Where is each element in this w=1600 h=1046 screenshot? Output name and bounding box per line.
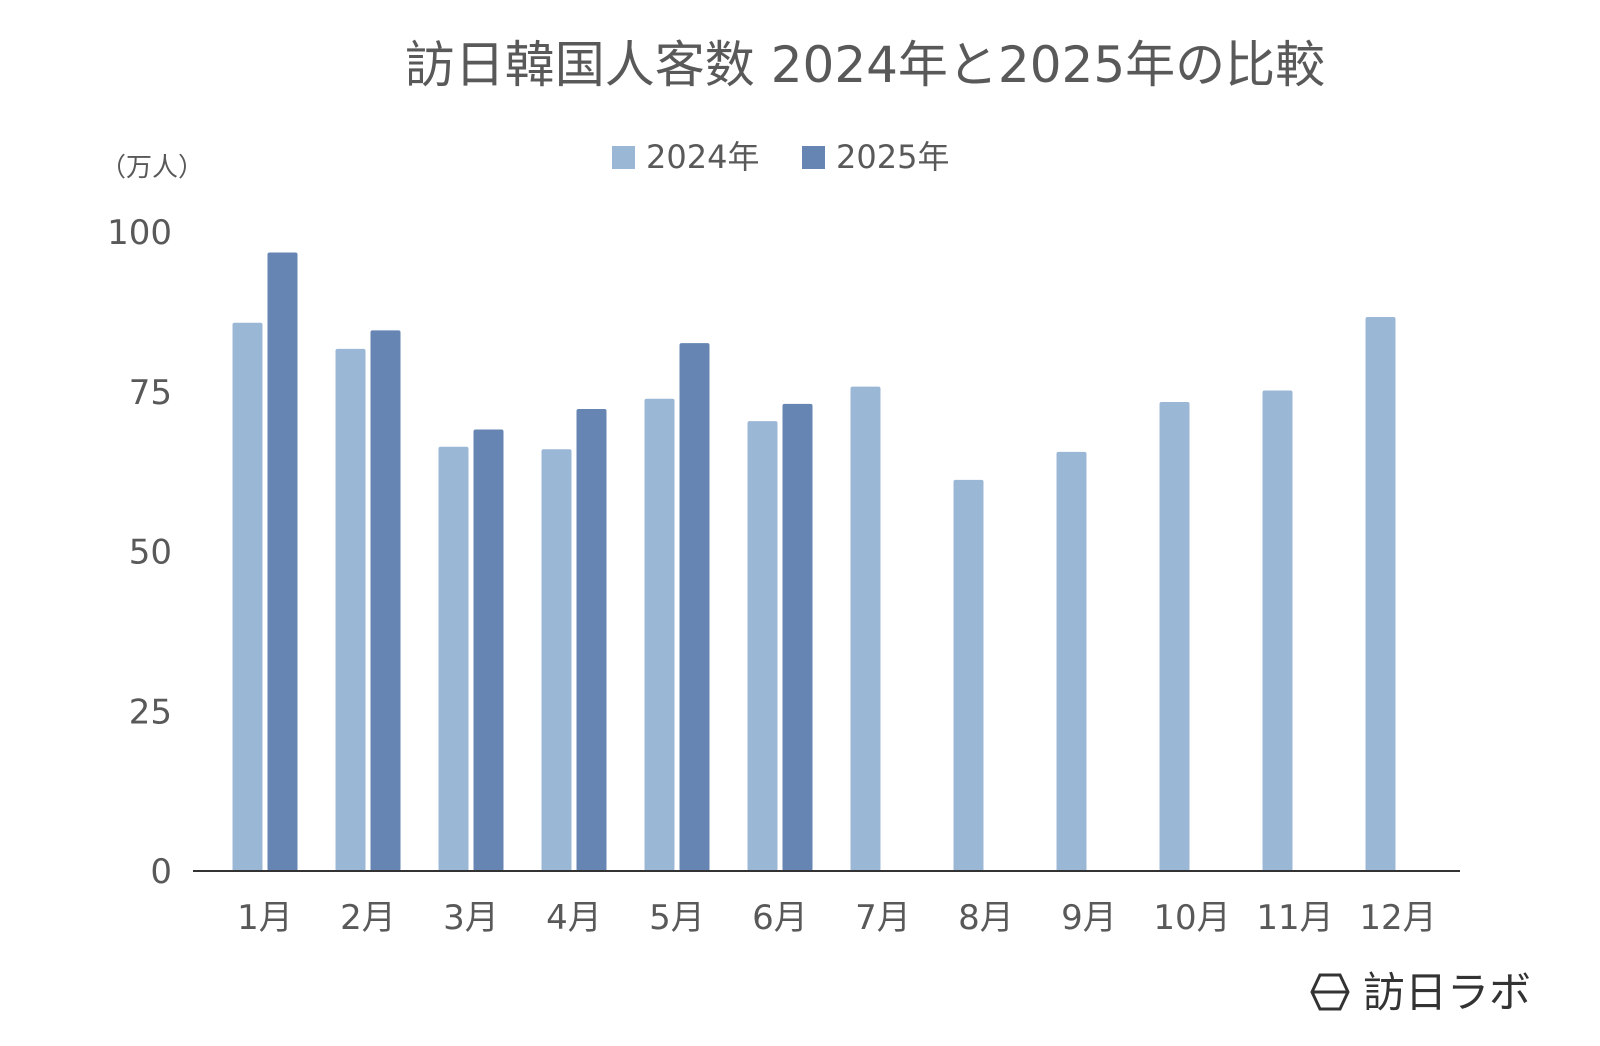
bar-2024年-9月 <box>1056 451 1087 871</box>
bar-2024年-11月 <box>1262 390 1293 871</box>
x-tick-label: 6月 <box>752 898 808 938</box>
x-tick-label: 12月 <box>1359 898 1436 938</box>
x-tick-label: 4月 <box>546 898 602 938</box>
y-axis-ticks: 0 25 50 75 100 <box>107 213 172 892</box>
y-tick-label: 50 <box>129 533 172 573</box>
x-axis-ticks: 1月 2月 3月 4月 5月 6月 7月 8月 9月 10月 11月 12月 <box>237 898 1436 938</box>
bar-2025年-2月 <box>370 330 401 871</box>
legend: 2024年 2025年 <box>612 138 949 176</box>
bar-2025年-5月 <box>679 343 710 871</box>
bar-2024年-4月 <box>541 449 572 871</box>
bar-2024年-3月 <box>438 446 469 871</box>
x-tick-label: 9月 <box>1061 898 1117 938</box>
y-tick-label: 25 <box>129 692 172 732</box>
bar-2024年-6月 <box>747 421 778 871</box>
x-tick-label: 3月 <box>443 898 499 938</box>
x-tick-label: 1月 <box>237 898 293 938</box>
legend-swatch-2025 <box>802 146 825 169</box>
brand-watermark: 訪日ラボ <box>1310 968 1531 1017</box>
x-tick-label: 2月 <box>340 898 396 938</box>
bar-2025年-3月 <box>473 429 504 871</box>
bar-2024年-1月 <box>232 322 263 871</box>
legend-label-2025: 2025年 <box>836 138 949 176</box>
bar-2024年-5月 <box>644 398 675 871</box>
y-tick-label: 75 <box>129 373 172 413</box>
chart-title: 訪日韓国人客数 2024年と2025年の比較 <box>405 36 1325 94</box>
bar-2024年-10月 <box>1159 401 1190 871</box>
hexagon-logo-icon <box>1310 973 1350 1011</box>
y-tick-label: 100 <box>107 213 172 253</box>
legend-swatch-2024 <box>612 146 635 169</box>
x-tick-label: 8月 <box>958 898 1014 938</box>
y-tick-label: 0 <box>150 852 172 892</box>
x-tick-label: 5月 <box>649 898 705 938</box>
bars <box>232 252 1396 871</box>
x-tick-label: 10月 <box>1153 898 1230 938</box>
bar-2024年-12月 <box>1365 316 1396 871</box>
bar-2025年-1月 <box>267 252 298 871</box>
x-tick-label: 11月 <box>1256 898 1333 938</box>
x-tick-label: 7月 <box>855 898 911 938</box>
legend-label-2024: 2024年 <box>646 138 759 176</box>
bar-2025年-6月 <box>782 403 813 871</box>
brand-name: 訪日ラボ <box>1363 968 1531 1017</box>
bar-2024年-7月 <box>850 386 881 871</box>
bar-2024年-8月 <box>953 479 984 871</box>
bar-2025年-4月 <box>576 409 607 871</box>
bar-2024年-2月 <box>335 348 366 871</box>
y-axis-unit-label: （万人） <box>100 153 204 183</box>
